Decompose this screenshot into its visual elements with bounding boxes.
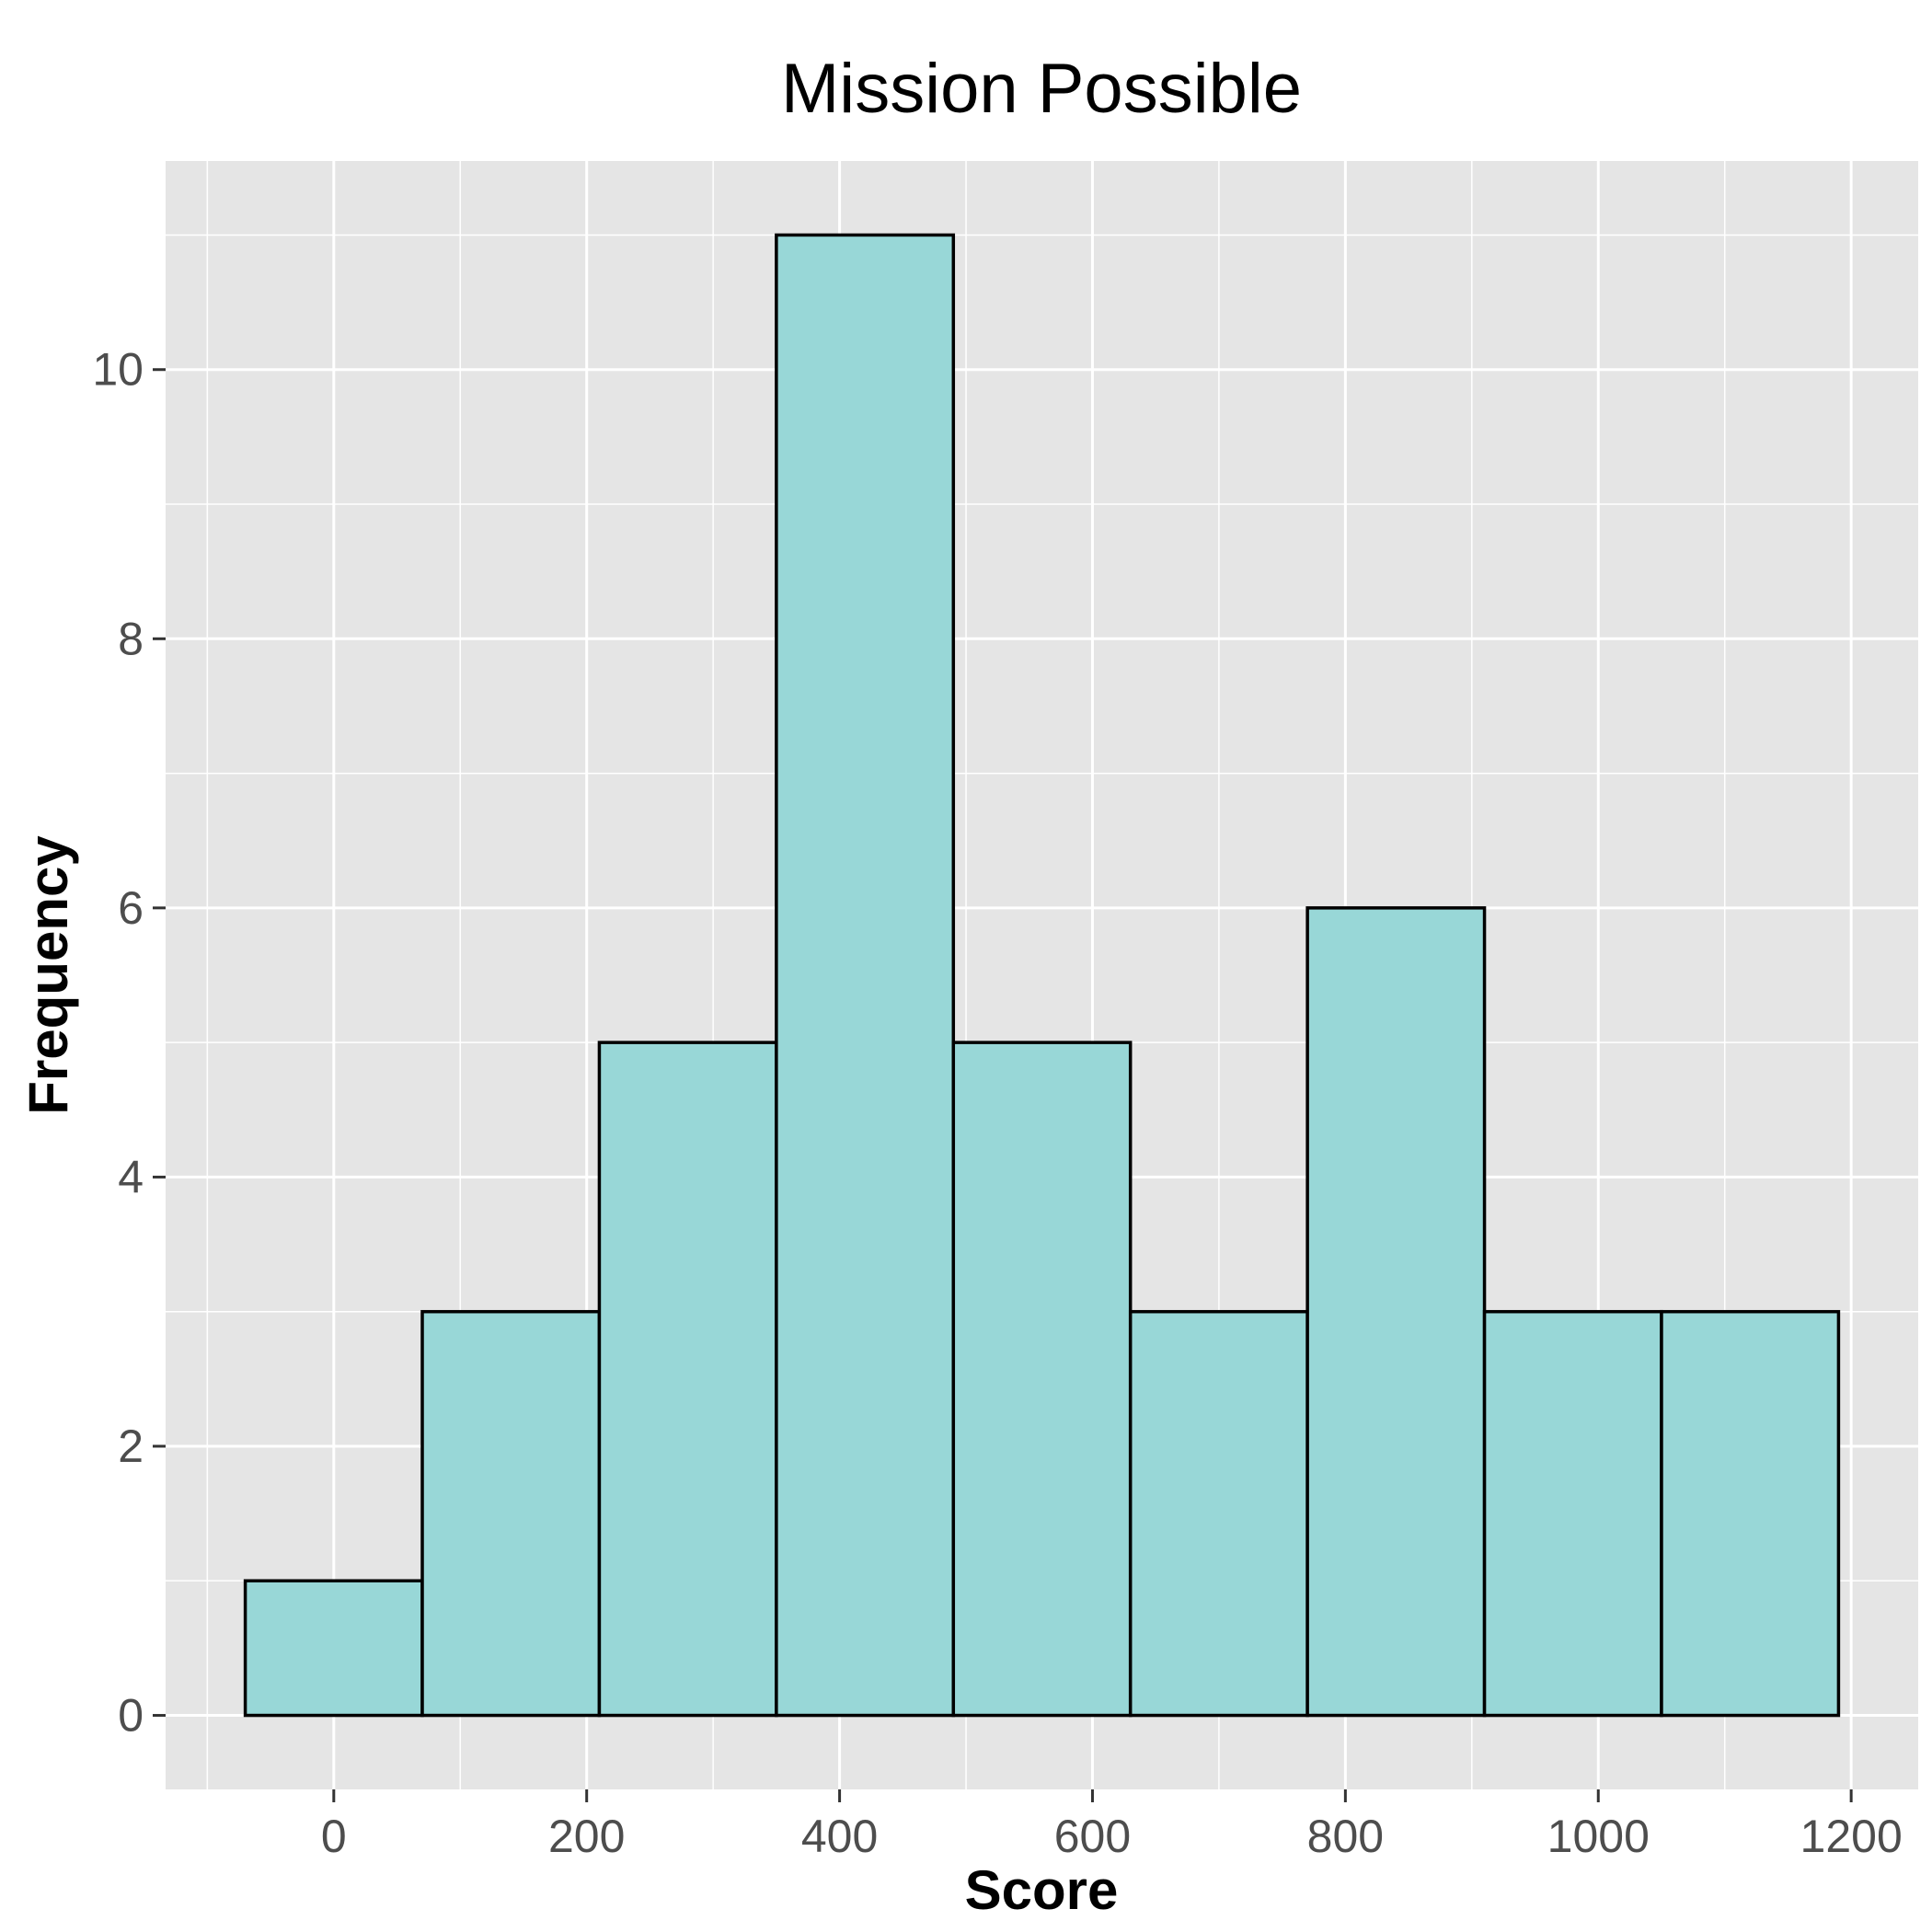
histogram-bars <box>243 233 1841 1718</box>
y-axis-title: Frequency <box>17 835 79 1115</box>
histogram-bar <box>951 1041 1133 1718</box>
y-tick-label: 10 <box>92 344 144 396</box>
histogram-bar <box>1128 1309 1309 1718</box>
y-tick-label: 0 <box>118 1690 144 1742</box>
histogram-bar <box>1305 906 1487 1718</box>
x-tick-label: 0 <box>321 1811 347 1862</box>
histogram-bar <box>1660 1309 1841 1718</box>
x-axis: 0 200 400 600 800 1000 1200 <box>321 1789 1903 1862</box>
y-tick-label: 2 <box>118 1420 144 1472</box>
x-tick-label: 1200 <box>1800 1811 1903 1862</box>
x-tick-label: 400 <box>801 1811 878 1862</box>
histogram-bar <box>1482 1309 1663 1718</box>
x-axis-title: Score <box>965 1859 1119 1921</box>
histogram-bar <box>597 1041 778 1718</box>
y-tick-label: 6 <box>118 882 144 934</box>
histogram-bar <box>243 1579 424 1718</box>
x-tick-label: 600 <box>1054 1811 1131 1862</box>
y-tick-label: 4 <box>118 1151 144 1202</box>
chart-title: Mission Possible <box>781 50 1302 128</box>
x-tick-label: 200 <box>548 1811 625 1862</box>
y-tick-label: 8 <box>118 613 144 664</box>
histogram-bar <box>775 233 956 1718</box>
x-tick-label: 800 <box>1307 1811 1384 1862</box>
histogram-bar <box>420 1309 602 1718</box>
x-tick-label: 1000 <box>1547 1811 1650 1862</box>
y-axis: 0 2 4 6 8 10 <box>92 344 166 1742</box>
